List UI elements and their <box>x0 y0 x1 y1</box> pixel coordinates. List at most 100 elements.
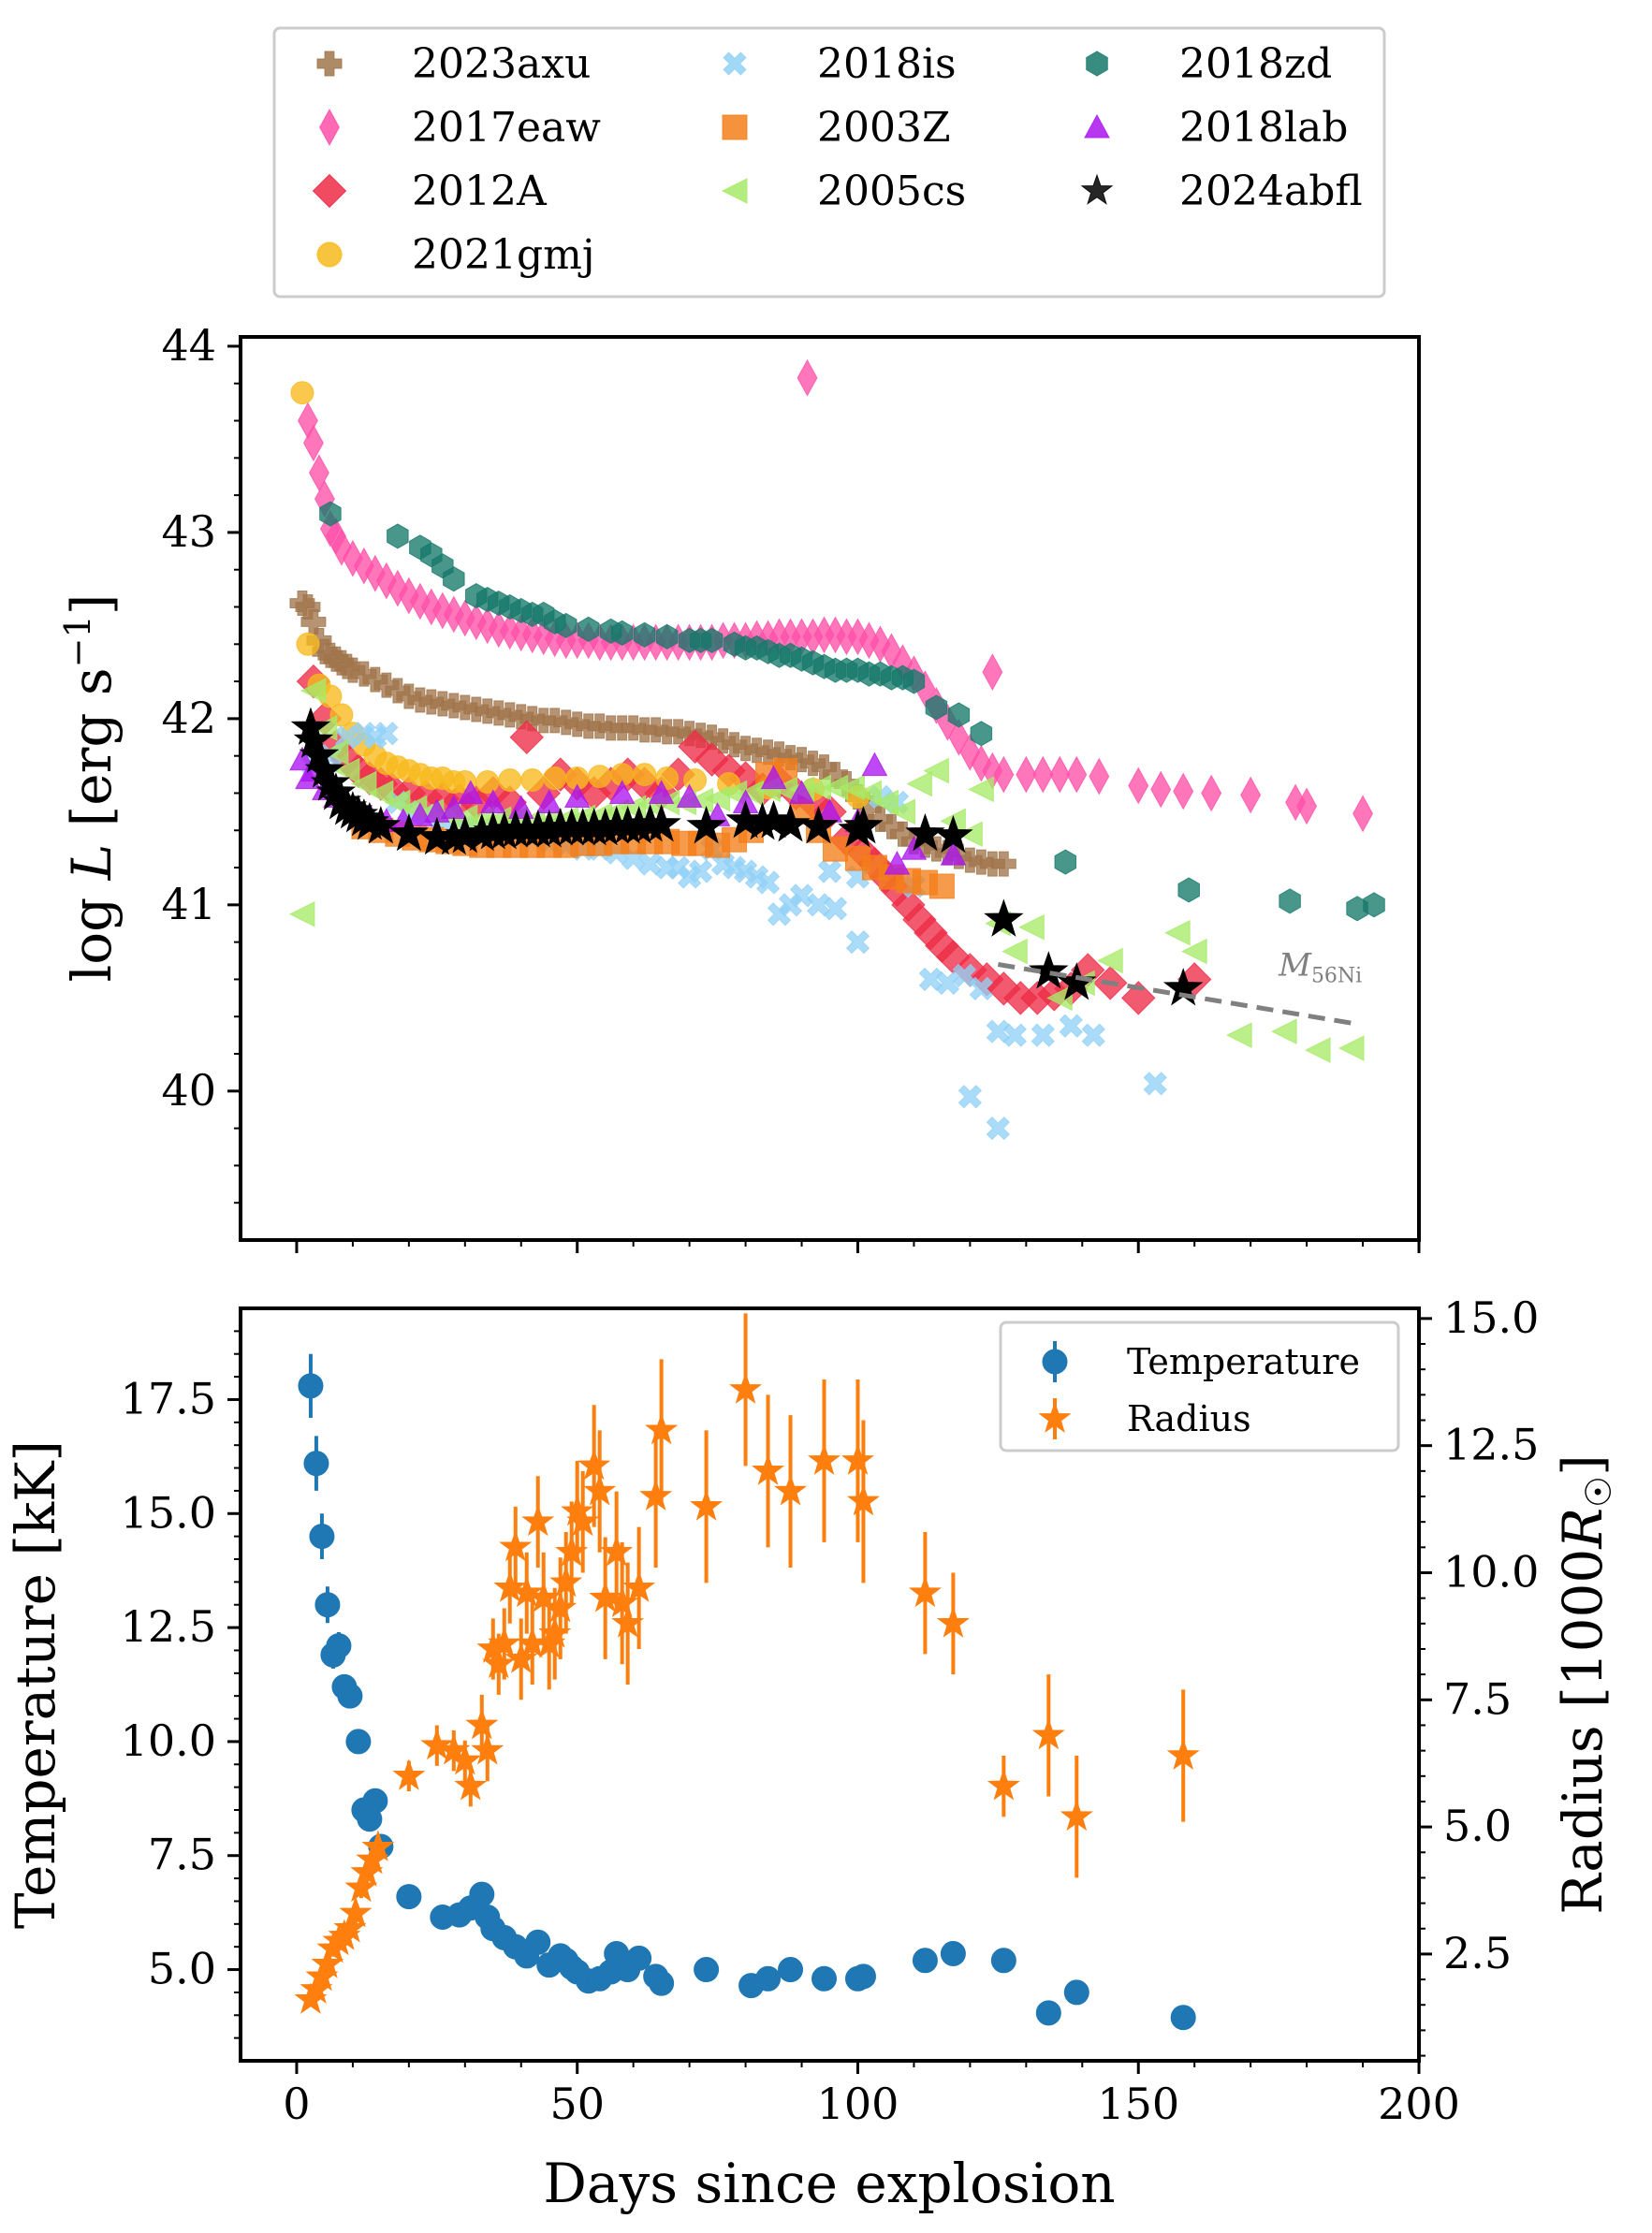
legend-marker-2018is <box>723 51 747 76</box>
temperature-ylabel: Temperature [kK] <box>4 1440 67 1929</box>
point-2017eaw-78 <box>1352 795 1374 833</box>
point-2018zd-43 <box>1054 849 1077 875</box>
days-xlabel: Days since explosion <box>543 2152 1115 2215</box>
point-temperature-45 <box>940 1940 966 1966</box>
point-2018is-49 <box>1081 1023 1105 1047</box>
legend-marker-2003z <box>722 114 748 140</box>
point-2005cs-53 <box>1304 1037 1331 1063</box>
days-xtick-label-0: 0 <box>283 2079 310 2129</box>
point-2018lab-20 <box>676 783 703 809</box>
point-2005cs-42 <box>968 776 994 803</box>
point-2018lab-13 <box>457 780 484 805</box>
point-2018lab-24 <box>788 780 815 805</box>
point-temperature-3 <box>314 1592 341 1618</box>
point-2018is-36 <box>823 897 848 921</box>
point-2018is-31 <box>755 870 781 895</box>
ni-label-m: M <box>1278 946 1312 984</box>
point-radius-47 <box>729 1372 763 1404</box>
point-temperature-0 <box>298 1373 324 1399</box>
point-2018zd-17 <box>610 620 634 646</box>
point-2017eaw-68 <box>1049 755 1071 794</box>
point-2005cs-4 <box>333 757 360 784</box>
point-temperature-43 <box>850 1963 876 1990</box>
point-2017eaw-outlier-0 <box>797 358 818 397</box>
point-temperature-23 <box>525 1929 551 1955</box>
point-2018lab-30 <box>940 841 967 866</box>
series-2018zd <box>319 501 1385 922</box>
lum-ytick-label-43: 43 <box>161 506 216 557</box>
ni-label-sub: 56Ni <box>1311 964 1362 987</box>
point-radius-24 <box>499 1529 533 1562</box>
point-2017eaw-66 <box>1016 755 1037 794</box>
legend-label-2024abfl: 2024abfl <box>1179 168 1363 215</box>
point-2021gmj-21 <box>588 765 612 789</box>
panel-luminosity: 40 41 42 43 44 M56Ni log L [erg s−1] <box>57 320 1421 1253</box>
radius-ytick-label-1: 5.0 <box>1443 1801 1512 1851</box>
point-2018zd-40 <box>925 694 948 721</box>
temp-ytick-label-0: 5.0 <box>148 1944 216 1994</box>
radius-ytick-label-4: 12.5 <box>1443 1420 1539 1470</box>
point-2017eaw-10 <box>375 562 397 600</box>
point-2018is-5 <box>374 722 399 746</box>
point-2021gmj-16 <box>475 770 500 795</box>
point-2005cs-54 <box>1338 1035 1365 1061</box>
point-2017eaw-62 <box>959 733 981 771</box>
point-radius-37 <box>577 1448 611 1481</box>
point-temperature-39 <box>755 1965 782 1992</box>
point-2024abfl-39 <box>798 805 839 844</box>
point-2023axu-11 <box>362 666 388 693</box>
point-2018zd-14 <box>554 612 577 638</box>
luminosity-ylabel: log L [erg s−1] <box>57 594 124 983</box>
temp-radius-ticks: 5.0 7.5 10.0 12.5 15.0 17.5 2.5 5.0 7.5 10.0 12.5 1… <box>121 1292 1540 2129</box>
point-radius-13 <box>392 1759 426 1790</box>
legend-label-radius: Radius <box>1127 1398 1251 1439</box>
point-2018lab-17 <box>563 783 591 809</box>
point-2017eaw-65 <box>993 755 1015 794</box>
point-radius-43 <box>622 1570 656 1602</box>
point-temperature-37 <box>694 1957 720 1983</box>
point-2024abfl-1 <box>293 720 334 758</box>
ni-mass-label: M56Ni <box>1278 946 1362 987</box>
point-2005cs-35 <box>855 780 882 807</box>
point-radius-50 <box>807 1443 841 1475</box>
radius-ylabel: Radius [1000R☉] <box>1551 1454 1619 1914</box>
point-2018lab-27 <box>861 752 888 777</box>
point-2024abfl-42 <box>905 812 945 852</box>
point-2017eaw-61 <box>948 718 970 756</box>
legend-label-2018is: 2018is <box>817 40 957 88</box>
point-2018lab-19 <box>648 780 675 805</box>
point-2005cs-46 <box>1046 985 1073 1012</box>
point-2018zd-47 <box>1363 892 1385 918</box>
point-2023axu-12 <box>373 672 400 698</box>
point-2024abfl-45 <box>1029 951 1069 989</box>
point-2018lab-18 <box>608 780 636 805</box>
point-radius-57 <box>1060 1799 1093 1832</box>
series-2024abfl <box>290 707 1204 1006</box>
point-temperature-7 <box>337 1683 363 1709</box>
point-2005cs-41 <box>957 821 983 848</box>
point-temperature-44 <box>912 1948 938 1974</box>
point-2024abfl-44 <box>984 898 1024 937</box>
point-2018zd-0 <box>319 501 342 527</box>
point-temperature-40 <box>778 1957 804 1983</box>
point-2018is-45 <box>986 1019 1011 1044</box>
point-radius-12 <box>361 1830 395 1861</box>
legend-marker-2005cs <box>721 178 748 204</box>
legend-marker-2018lab <box>1084 113 1110 139</box>
point-temperature-34 <box>626 1945 652 1971</box>
point-temperature-49 <box>1170 2005 1196 2031</box>
ylabel-part-close: ] <box>60 594 124 616</box>
point-2018is-47 <box>1031 1023 1055 1047</box>
point-radius-52 <box>846 1484 880 1516</box>
point-2005cs-49 <box>1164 919 1191 946</box>
point-2017eaw-6 <box>330 528 352 566</box>
point-radius-44 <box>639 1479 673 1511</box>
ylabel-part-unit: [erg s <box>60 667 124 843</box>
point-radius-58 <box>1166 1738 1200 1770</box>
lum-ytick-label-41: 41 <box>161 879 216 929</box>
point-2018zd-18 <box>633 621 656 648</box>
point-radius-32 <box>544 1591 577 1623</box>
point-2005cs-48 <box>1097 947 1123 974</box>
point-radius-54 <box>936 1606 970 1638</box>
point-2021gmj-23 <box>633 763 657 787</box>
